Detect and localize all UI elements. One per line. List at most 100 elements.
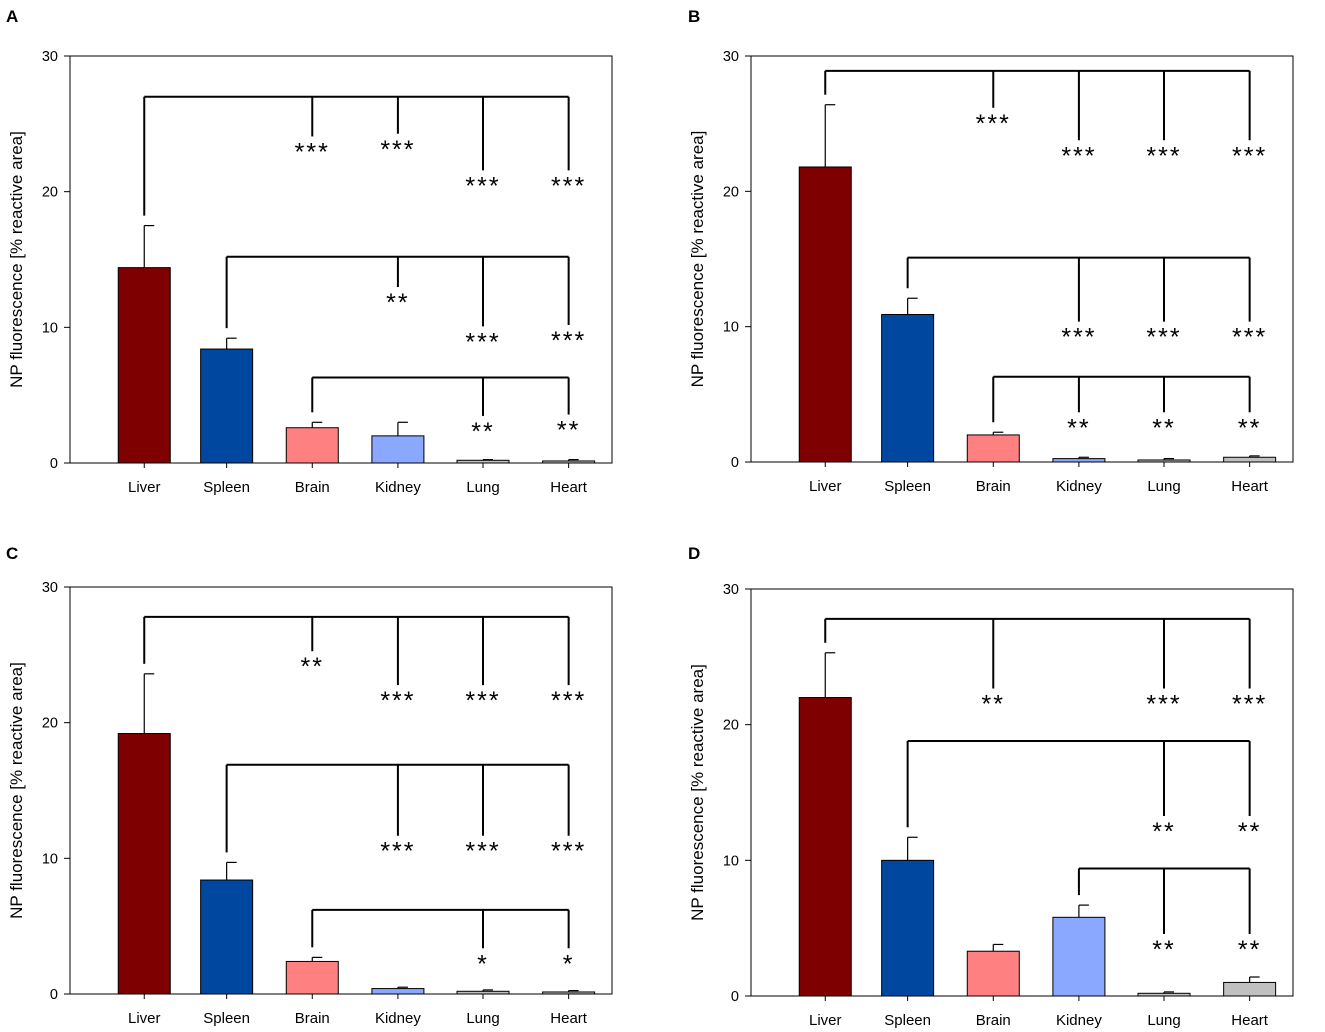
x-tick-label: Kidney bbox=[375, 479, 421, 496]
plot-frame bbox=[750, 588, 1294, 997]
significance-stars: *** bbox=[551, 687, 586, 715]
significance-stars: *** bbox=[465, 687, 500, 715]
significance-stars: *** bbox=[1146, 324, 1181, 352]
bar-liver bbox=[117, 733, 171, 995]
y-tick-label: 30 bbox=[42, 580, 58, 596]
bar-kidney bbox=[1052, 916, 1106, 997]
y-tick-label: 10 bbox=[42, 320, 58, 336]
x-tick-label: Kidney bbox=[375, 1010, 421, 1027]
x-tick-label: Kidney bbox=[1056, 478, 1102, 495]
significance-stars: *** bbox=[1232, 142, 1267, 170]
x-tick-label: Heart bbox=[550, 1010, 588, 1027]
y-tick-label: 0 bbox=[50, 987, 58, 1003]
x-tick-label: Brain bbox=[295, 479, 330, 496]
y-axis-title: NP fluorescence [% reactive area] bbox=[688, 131, 707, 388]
significance-stars: ** bbox=[557, 417, 580, 445]
bar-spleen bbox=[881, 859, 935, 997]
bar-liver bbox=[117, 267, 171, 464]
bar-lung bbox=[1137, 992, 1191, 997]
x-tick-label: Spleen bbox=[203, 479, 250, 496]
plot-frame bbox=[69, 586, 613, 995]
significance-stars: ** bbox=[1238, 936, 1261, 964]
x-tick-label: Brain bbox=[976, 478, 1011, 495]
bar-brain bbox=[285, 960, 339, 995]
significance-stars: ** bbox=[1238, 818, 1261, 846]
significance-stars: ** bbox=[1238, 414, 1261, 442]
y-axis-title: NP fluorescence [% reactive area] bbox=[7, 131, 26, 388]
x-tick-label: Spleen bbox=[884, 1012, 931, 1029]
significance-stars: ** bbox=[1152, 414, 1175, 442]
significance-stars: *** bbox=[380, 838, 415, 866]
y-tick-label: 30 bbox=[723, 582, 739, 598]
bar-spleen bbox=[881, 313, 935, 463]
y-tick-label: 0 bbox=[50, 456, 58, 472]
x-tick-label: Brain bbox=[976, 1012, 1011, 1029]
x-tick-label: Heart bbox=[1231, 478, 1269, 495]
bar-lung bbox=[456, 990, 510, 995]
panel-label: D bbox=[688, 544, 700, 563]
significance-stars: *** bbox=[1232, 690, 1267, 718]
x-tick-label: Spleen bbox=[884, 478, 931, 495]
x-tick-label: Liver bbox=[809, 478, 842, 495]
x-tick-label: Liver bbox=[128, 1010, 161, 1027]
x-tick-label: Lung bbox=[1147, 1012, 1180, 1029]
significance-stars: *** bbox=[465, 838, 500, 866]
y-tick-label: 30 bbox=[42, 49, 58, 65]
significance-stars: ** bbox=[1067, 414, 1090, 442]
x-tick-label: Spleen bbox=[203, 1010, 250, 1027]
bar-heart bbox=[1223, 981, 1277, 997]
bar-spleen bbox=[200, 879, 254, 995]
significance-stars: *** bbox=[465, 172, 500, 200]
bar-lung bbox=[1137, 459, 1191, 463]
bar-liver bbox=[798, 166, 852, 463]
bar-liver bbox=[798, 697, 852, 997]
x-tick-label: Heart bbox=[550, 479, 588, 496]
bar-kidney bbox=[1052, 458, 1106, 463]
significance-stars: ** bbox=[1152, 936, 1175, 964]
significance-stars: *** bbox=[551, 327, 586, 355]
x-tick-label: Brain bbox=[295, 1010, 330, 1027]
bar-brain bbox=[285, 427, 339, 464]
significance-stars: *** bbox=[465, 328, 500, 356]
significance-stars: *** bbox=[976, 110, 1011, 138]
plot-frame bbox=[750, 55, 1294, 463]
bar-brain bbox=[966, 950, 1020, 997]
y-tick-label: 20 bbox=[42, 185, 58, 201]
significance-stars: *** bbox=[1061, 142, 1096, 170]
significance-stars: * bbox=[563, 950, 575, 978]
significance-stars: *** bbox=[1146, 690, 1181, 718]
y-tick-label: 30 bbox=[723, 49, 739, 65]
significance-stars: *** bbox=[551, 172, 586, 200]
y-tick-label: 10 bbox=[723, 853, 739, 869]
y-axis-title: NP fluorescence [% reactive area] bbox=[688, 664, 707, 921]
significance-stars: ** bbox=[386, 289, 409, 317]
y-tick-label: 20 bbox=[723, 718, 739, 734]
y-tick-label: 0 bbox=[731, 455, 739, 471]
bar-kidney bbox=[371, 435, 425, 464]
significance-stars: *** bbox=[380, 136, 415, 164]
x-tick-label: Kidney bbox=[1056, 1012, 1102, 1029]
panel-label: B bbox=[688, 7, 700, 26]
chart-panel-c: C 0 10 20 30 NP fluorescence [% reactive area… bbox=[6, 544, 613, 1027]
bar-spleen bbox=[200, 348, 254, 464]
significance-stars: * bbox=[477, 950, 489, 978]
y-axis-title: NP fluorescence [% reactive area] bbox=[7, 662, 26, 919]
y-tick-label: 10 bbox=[42, 851, 58, 867]
significance-stars: ** bbox=[471, 418, 494, 446]
chart-panel-d: D 0 10 20 30 NP fluorescence [% reactive area… bbox=[688, 544, 1294, 1029]
chart-panel-b: B 0 10 20 30 NP fluorescence [% reactive area… bbox=[688, 7, 1294, 495]
y-tick-label: 20 bbox=[42, 716, 58, 732]
significance-stars: *** bbox=[1232, 324, 1267, 352]
significance-stars: *** bbox=[551, 838, 586, 866]
significance-stars: ** bbox=[1152, 818, 1175, 846]
significance-stars: *** bbox=[1061, 324, 1096, 352]
y-tick-label: 10 bbox=[723, 320, 739, 336]
significance-stars: *** bbox=[295, 138, 330, 166]
significance-stars: *** bbox=[1146, 142, 1181, 170]
bar-lung bbox=[456, 459, 510, 464]
bar-heart bbox=[542, 991, 596, 995]
significance-stars: *** bbox=[380, 687, 415, 715]
significance-stars: ** bbox=[301, 653, 324, 681]
x-tick-label: Lung bbox=[1147, 478, 1180, 495]
